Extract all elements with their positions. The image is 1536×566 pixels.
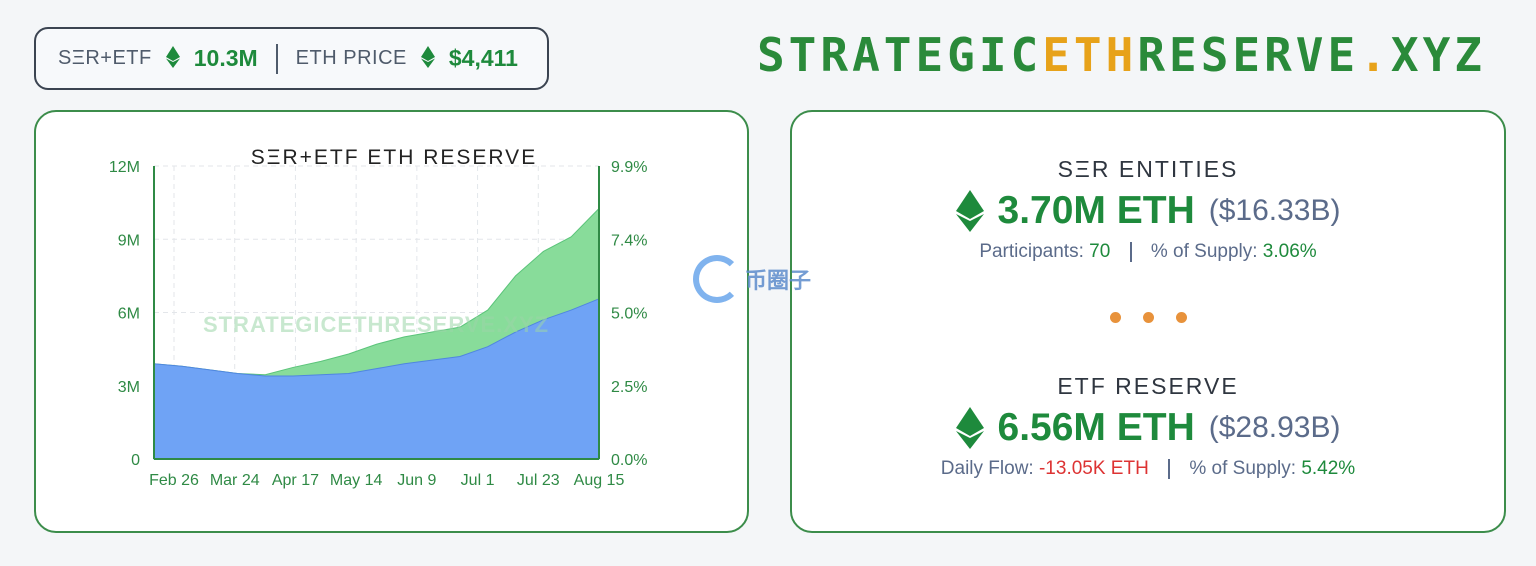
y-tick-label-left: 6M <box>118 306 140 323</box>
ser-usd-value: ($16.33B) <box>1208 194 1341 227</box>
ser-section: SΞR ENTITIES 3.70M ETH ($16.33B) Partici… <box>792 156 1504 263</box>
etf-stats: Daily Flow: -13.05K ETH % of Supply: 5.4… <box>792 458 1504 480</box>
x-tick-label: Feb 26 <box>149 472 199 489</box>
supply-value: 5.42% <box>1301 458 1356 479</box>
watermark-logo: 币圈子 <box>693 255 811 303</box>
watermark-circle-icon <box>693 255 741 303</box>
ser-title: SΞR ENTITIES <box>1057 156 1239 182</box>
x-tick-label: Aug 15 <box>574 472 625 489</box>
eth-icon <box>420 45 435 72</box>
brand-logo[interactable]: STRATEGICETHRESERVE.XYZ <box>757 28 1486 82</box>
etf-usd-value: ($28.93B) <box>1208 411 1341 444</box>
eth-icon <box>955 190 984 232</box>
etf-section: ETF RESERVE 6.56M ETH ($28.93B) Daily Fl… <box>792 373 1504 480</box>
brand-part: STRATEGIC <box>756 28 1043 82</box>
reserve-chart: 0 3M 6M 9M 12M 0.0% 2.5% 5.0% 7.4% 9.9% Feb 26 Mar … <box>109 146 648 489</box>
brand-part: XYZ <box>1390 28 1486 82</box>
reserve-summary-pill: SΞR+ETF 10.3M ETH PRICE $4,411 <box>34 27 549 90</box>
y-tick-label-left: 12M <box>109 159 140 176</box>
x-tick-label: Mar 24 <box>210 472 260 489</box>
y-tick-label-left: 9M <box>118 232 140 249</box>
divider <box>1129 241 1132 262</box>
daily-flow-value: -13.05K ETH <box>1038 458 1149 479</box>
reserve-stats-card: SΞR ENTITIES 3.70M ETH ($16.33B) Partici… <box>790 110 1506 533</box>
chart-watermark: STRATEGICETHRESERVE.XYZ <box>203 312 549 337</box>
divider <box>1168 458 1171 479</box>
participants-value: 70 <box>1089 241 1111 262</box>
x-tick-label: Jul 1 <box>461 472 495 489</box>
price-value: $4,411 <box>448 45 518 71</box>
reserve-label: SΞR+ETF <box>58 47 152 69</box>
series-area-etf <box>153 298 600 460</box>
divider <box>275 43 278 74</box>
ser-stats: Participants: 70 % of Supply: 3.06% <box>792 241 1504 263</box>
brand-part-accent: ETH <box>1042 28 1138 82</box>
y-tick-label-right: 2.5% <box>611 379 647 396</box>
y-tick-label-right: 9.9% <box>611 159 647 176</box>
separator-dots <box>792 312 1504 323</box>
x-tick-label: Jul 23 <box>517 472 560 489</box>
supply-label: % of Supply: <box>1189 458 1297 479</box>
supply-label: % of Supply: <box>1150 241 1258 262</box>
eth-icon <box>165 45 180 72</box>
x-tick-label: Jun 9 <box>397 472 436 489</box>
brand-dot: . <box>1359 28 1391 82</box>
price-label: ETH PRICE <box>295 47 407 69</box>
daily-flow-label: Daily Flow: <box>940 458 1034 479</box>
y-tick-label-left: 0 <box>131 452 140 469</box>
y-tick-label-right: 0.0% <box>611 452 647 469</box>
brand-part: RESERVE <box>1137 28 1360 82</box>
chart-title: SΞR+ETF ETH RESERVE <box>251 146 537 169</box>
x-tick-label: Apr 17 <box>272 472 319 489</box>
y-tick-label-left: 3M <box>118 379 140 396</box>
reserve-value: 10.3M <box>193 45 258 71</box>
etf-title: ETF RESERVE <box>1057 373 1239 399</box>
y-tick-label-right: 7.4% <box>611 232 647 249</box>
x-tick-label: May 14 <box>330 472 383 489</box>
watermark-logo-text: 币圈子 <box>745 268 812 293</box>
supply-value: 3.06% <box>1262 241 1317 262</box>
reserve-chart-card: 0 3M 6M 9M 12M 0.0% 2.5% 5.0% 7.4% 9.9% Feb 26 Mar … <box>34 110 749 533</box>
participants-label: Participants: <box>979 241 1084 262</box>
ser-amount: 3.70M ETH <box>997 189 1195 232</box>
eth-icon <box>955 407 984 449</box>
etf-amount: 6.56M ETH <box>997 406 1195 449</box>
y-tick-label-right: 5.0% <box>611 306 647 323</box>
